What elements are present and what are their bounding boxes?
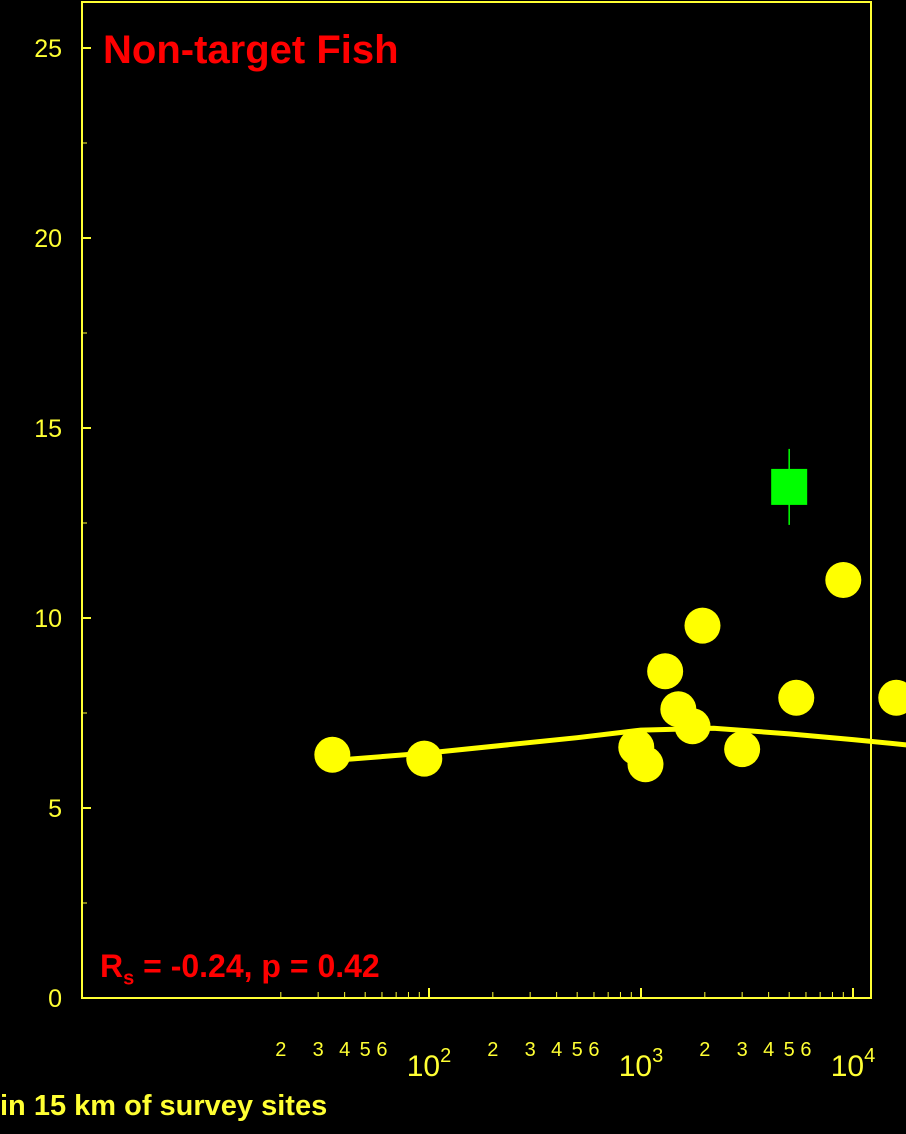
- plot-frame: [81, 1, 872, 999]
- y-tick-label: 0: [48, 985, 62, 1013]
- stat-text: = -0.24, p = 0.42: [134, 948, 380, 984]
- y-tick-label: 25: [34, 35, 62, 63]
- x-major-tick-label: 104: [831, 1045, 876, 1083]
- chart-title: Non-target Fish: [103, 28, 399, 72]
- x-minor-tick-label: 2: [699, 1039, 710, 1061]
- circle-point: [878, 679, 906, 716]
- x-minor-tick-label: 3: [737, 1039, 748, 1061]
- y-tick-label: 5: [48, 795, 62, 823]
- circle-point: [627, 746, 664, 783]
- circle-point: [406, 740, 443, 777]
- circle-point: [674, 708, 711, 745]
- x-minor-tick-label: 2: [275, 1039, 286, 1061]
- correlation-annotation: Rs = -0.24, p = 0.42: [100, 948, 380, 990]
- y-tick-label: 20: [34, 225, 62, 253]
- circle-point: [724, 731, 761, 768]
- x-major-tick-label: 103: [619, 1045, 664, 1083]
- x-minor-tick-label: 5: [360, 1039, 371, 1061]
- y-tick-label: 15: [34, 415, 62, 443]
- circle-point: [684, 607, 721, 644]
- x-minor-tick-label: 5: [784, 1039, 795, 1061]
- x-minor-tick-label: 4: [551, 1039, 562, 1061]
- x-minor-tick-label: 4: [339, 1039, 350, 1061]
- square-point: [771, 468, 808, 505]
- x-minor-tick-label: 6: [376, 1039, 387, 1061]
- x-major-tick-label: 102: [407, 1045, 452, 1083]
- circle-point: [647, 653, 684, 690]
- x-minor-tick-label: 3: [313, 1039, 324, 1061]
- x-minor-tick-label: 5: [572, 1039, 583, 1061]
- stat-prefix: R: [100, 948, 124, 984]
- x-minor-tick-label: 6: [588, 1039, 599, 1061]
- stat-subscript: s: [123, 967, 135, 990]
- x-axis-label: in 15 km of survey sites: [0, 1090, 328, 1122]
- x-minor-tick-label: 2: [487, 1039, 498, 1061]
- x-minor-tick-label: 3: [525, 1039, 536, 1061]
- x-minor-tick-label: 6: [800, 1039, 811, 1061]
- circle-point: [825, 562, 862, 598]
- circle-point: [314, 736, 351, 773]
- x-minor-tick-label: 4: [763, 1039, 774, 1061]
- trend-line: [332, 725, 906, 763]
- circle-point: [778, 679, 815, 716]
- y-tick-label: 10: [34, 605, 62, 633]
